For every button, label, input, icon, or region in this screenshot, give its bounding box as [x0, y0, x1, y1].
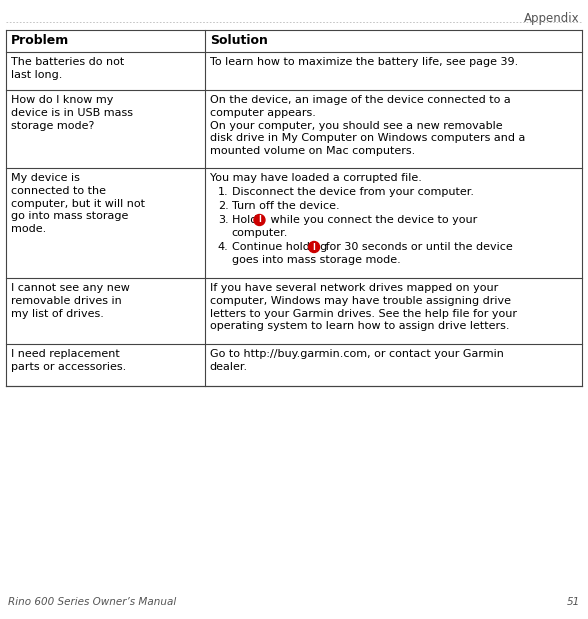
Text: You may have loaded a corrupted file.: You may have loaded a corrupted file.	[210, 173, 422, 183]
Text: The batteries do not
last long.: The batteries do not last long.	[11, 57, 124, 80]
Text: Appendix: Appendix	[524, 12, 580, 25]
Text: 1.: 1.	[218, 187, 228, 197]
Text: To learn how to maximize the battery life, see page 39.: To learn how to maximize the battery lif…	[210, 57, 518, 67]
Text: If you have several network drives mapped on your
computer, Windows may have tro: If you have several network drives mappe…	[210, 283, 517, 331]
Text: 4.: 4.	[218, 242, 229, 252]
Text: Rino 600 Series Owner’s Manual: Rino 600 Series Owner’s Manual	[8, 597, 176, 607]
Text: I cannot see any new
removable drives in
my list of drives.: I cannot see any new removable drives in…	[11, 283, 130, 319]
Circle shape	[254, 215, 265, 225]
Text: Problem: Problem	[11, 35, 69, 48]
Text: Continue holding: Continue holding	[232, 242, 330, 252]
Text: I need replacement
parts or accessories.: I need replacement parts or accessories.	[11, 349, 126, 372]
Text: Solution: Solution	[210, 35, 268, 48]
Text: 3.: 3.	[218, 215, 228, 225]
Text: Hold: Hold	[232, 215, 260, 225]
Text: Turn off the device.: Turn off the device.	[232, 201, 339, 211]
Text: Go to http://buy.garmin.com, or contact your Garmin
dealer.: Go to http://buy.garmin.com, or contact …	[210, 349, 503, 372]
Text: for 30 seconds or until the device: for 30 seconds or until the device	[322, 242, 512, 252]
Text: 2.: 2.	[218, 201, 229, 211]
Text: goes into mass storage mode.: goes into mass storage mode.	[232, 255, 400, 265]
Text: while you connect the device to your: while you connect the device to your	[267, 215, 477, 225]
Text: computer.: computer.	[232, 228, 288, 238]
Text: Disconnect the device from your computer.: Disconnect the device from your computer…	[232, 187, 474, 197]
Text: I: I	[313, 243, 316, 251]
Text: I: I	[258, 215, 261, 225]
Text: My device is
connected to the
computer, but it will not
go into mass storage
mod: My device is connected to the computer, …	[11, 173, 145, 234]
Circle shape	[309, 241, 319, 253]
Text: 51: 51	[567, 597, 580, 607]
Text: On the device, an image of the device connected to a
computer appears.
On your c: On the device, an image of the device co…	[210, 95, 525, 156]
Text: How do I know my
device is in USB mass
storage mode?: How do I know my device is in USB mass s…	[11, 95, 133, 131]
